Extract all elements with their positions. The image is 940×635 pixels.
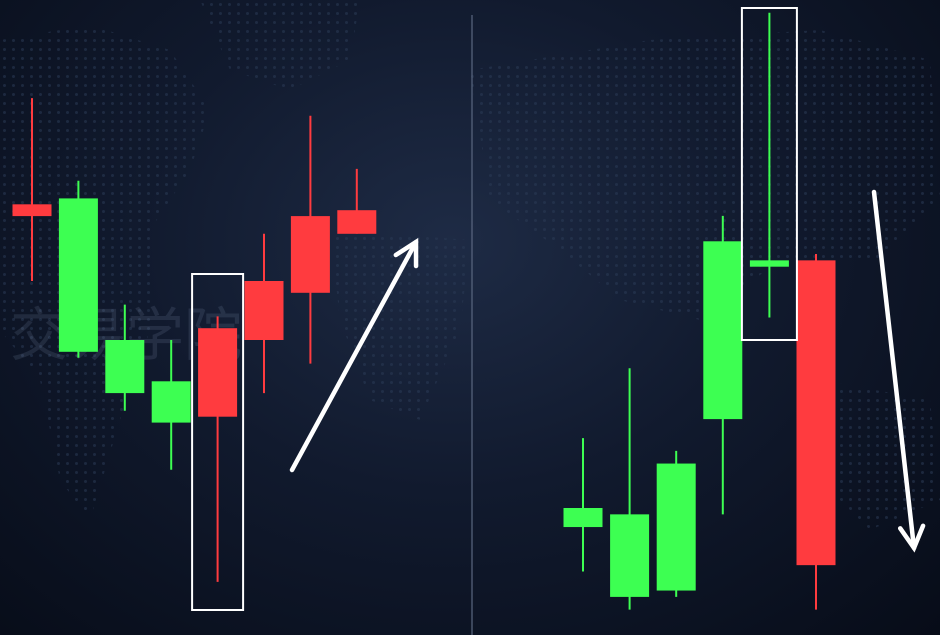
bullish-candle xyxy=(656,450,696,597)
candle-body xyxy=(337,210,377,234)
bullish-candle xyxy=(58,180,98,358)
candle-body xyxy=(749,260,789,267)
bearish-candle xyxy=(290,115,330,364)
arrow-head xyxy=(897,523,926,553)
candle-body xyxy=(656,463,696,591)
bullish-candle xyxy=(105,304,145,411)
highlight-box xyxy=(740,7,798,341)
candle-body xyxy=(12,204,52,217)
candle-body xyxy=(703,241,743,420)
candle-body xyxy=(563,508,603,528)
chart-panel-1 xyxy=(12,98,419,611)
arrow-shaft xyxy=(871,189,917,551)
candle-body xyxy=(105,340,145,394)
trend-arrow-up xyxy=(289,237,419,473)
chart-panel-2 xyxy=(563,7,926,610)
candle-body xyxy=(198,328,238,417)
bearish-candle xyxy=(796,254,836,610)
candle-body xyxy=(610,514,650,597)
world-map-background xyxy=(0,0,940,530)
bearish-candle xyxy=(244,233,284,394)
bearish-candle xyxy=(337,168,377,234)
bullish-candle xyxy=(151,340,191,470)
bearish-candle xyxy=(198,316,238,582)
candle-body xyxy=(151,381,191,423)
bearish-candle xyxy=(12,98,52,281)
arrow-head xyxy=(393,237,419,269)
arrow-shaft xyxy=(289,239,419,473)
bullish-candle xyxy=(703,215,743,515)
highlight-box xyxy=(191,273,245,611)
candle-body xyxy=(58,198,98,352)
bullish-candle xyxy=(563,438,603,572)
candle-body xyxy=(796,260,836,566)
trend-arrow-down xyxy=(871,189,926,553)
bullish-candle xyxy=(610,368,650,610)
candle-body xyxy=(244,281,284,340)
candle-body xyxy=(290,216,330,293)
bullish-candle xyxy=(749,12,789,318)
